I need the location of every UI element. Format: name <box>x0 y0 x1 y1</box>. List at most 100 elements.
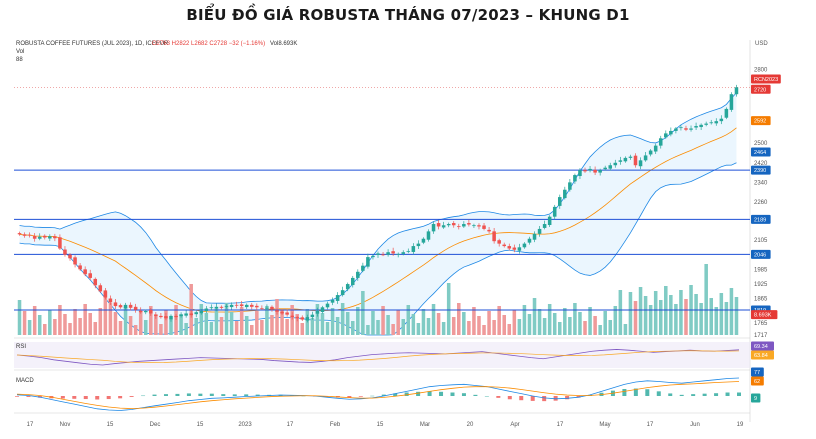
candle-body <box>411 246 416 252</box>
volume-bar <box>58 305 62 335</box>
candle-body <box>583 170 587 172</box>
macd-histogram-bar <box>679 394 684 396</box>
volume-bar <box>361 291 365 335</box>
volume-bar <box>391 324 395 335</box>
volume-bar <box>633 301 638 335</box>
volume-bar <box>542 318 547 335</box>
volume-bar <box>244 316 249 335</box>
candle-body <box>128 304 133 308</box>
candle-body <box>608 165 613 169</box>
candle-body <box>537 228 542 234</box>
macd-histogram-bar <box>83 396 88 400</box>
candle-body <box>679 127 683 129</box>
candle-body <box>93 278 98 286</box>
volume-bar <box>315 304 320 335</box>
volume-bar <box>310 318 315 335</box>
volume-bar <box>507 324 512 335</box>
candle-body <box>361 265 365 271</box>
candle-body <box>356 271 360 278</box>
volume-bar <box>98 308 103 335</box>
volume-bar <box>512 310 517 335</box>
candle-body <box>436 223 441 227</box>
volume-bar <box>27 320 32 335</box>
volume-bar <box>679 290 683 335</box>
price-candles[interactable] <box>17 84 739 323</box>
macd-histogram-bar <box>702 393 707 396</box>
volume-bar <box>492 320 496 335</box>
volume-bar <box>628 292 633 335</box>
price-badge-bg <box>751 74 781 84</box>
price-tick-label: 1985 <box>754 267 768 273</box>
volume-bar <box>194 318 199 335</box>
price-badge-bg <box>751 147 771 157</box>
volume-bar <box>300 323 305 335</box>
candle-body <box>658 138 663 146</box>
macd-histogram-bar <box>26 396 31 397</box>
candle-body <box>204 308 209 311</box>
candle-body <box>184 313 188 316</box>
currency-label: USD <box>755 41 768 47</box>
candle-body <box>633 155 638 166</box>
macd-histogram-bar <box>416 391 421 396</box>
volume-bars <box>17 264 739 335</box>
candle-body <box>462 224 466 227</box>
macd-histogram-bar <box>60 396 65 399</box>
volume-bar <box>68 323 72 335</box>
legend-vol-label: Vol <box>16 49 24 55</box>
volume-bar <box>133 325 138 335</box>
candle-body <box>381 254 385 256</box>
volume-bar <box>224 303 229 335</box>
volume-bar <box>477 316 481 335</box>
candle-body <box>305 317 310 321</box>
candle-body <box>684 128 688 130</box>
volume-bar <box>593 316 597 335</box>
volume-bar <box>487 311 491 335</box>
volume-bar <box>694 294 698 335</box>
volume-bar <box>335 317 340 335</box>
candle-body <box>643 155 648 161</box>
macd-histogram-bar <box>565 396 570 400</box>
macd-histogram-bar <box>370 395 375 397</box>
candle-body <box>613 162 618 166</box>
macd-histogram-bar <box>255 394 260 396</box>
candle-body <box>179 314 183 317</box>
candle-body <box>63 249 67 255</box>
macd-badge: 9 <box>754 396 757 402</box>
rsi-band <box>14 342 750 368</box>
volume-bar <box>371 311 375 335</box>
price-badge: 2189 <box>754 217 766 223</box>
time-tick-label: Jun <box>690 422 700 428</box>
time-tick-label: 15 <box>377 422 384 428</box>
candle-body <box>280 311 284 314</box>
volume-bar <box>234 321 239 335</box>
candle-body <box>628 156 633 158</box>
volume-bar <box>43 324 47 335</box>
macd-histogram-bar <box>118 396 123 399</box>
volume-bar <box>37 315 42 335</box>
candle-body <box>522 243 527 248</box>
volume-bar <box>669 295 673 335</box>
candle-body <box>709 122 713 124</box>
rsi-badge-bg <box>751 341 774 351</box>
macd-histogram-bar <box>725 392 730 396</box>
volume-bar <box>239 307 244 335</box>
macd-histogram-bar <box>221 394 226 396</box>
candle-body <box>22 234 27 236</box>
volume-bar <box>204 313 209 335</box>
macd-histogram-bar <box>450 392 455 396</box>
macd-badge-bg <box>751 393 761 403</box>
candle-body <box>426 231 431 240</box>
candle-body <box>37 236 42 239</box>
macd-histogram-bar <box>232 394 237 396</box>
candle-body <box>32 236 37 239</box>
candle-body <box>169 315 173 320</box>
candle-body <box>482 225 486 229</box>
candle-body <box>300 317 305 320</box>
macd-histogram-bar <box>633 388 638 396</box>
price-badge-bg <box>751 249 771 259</box>
candle-body <box>260 308 264 310</box>
page-title: BIỂU ĐỒ GIÁ ROBUSTA THÁNG 07/2023 – KHUN… <box>186 6 630 24</box>
time-tick-label: 20 <box>467 422 474 428</box>
macd-histogram-bar <box>439 391 444 396</box>
